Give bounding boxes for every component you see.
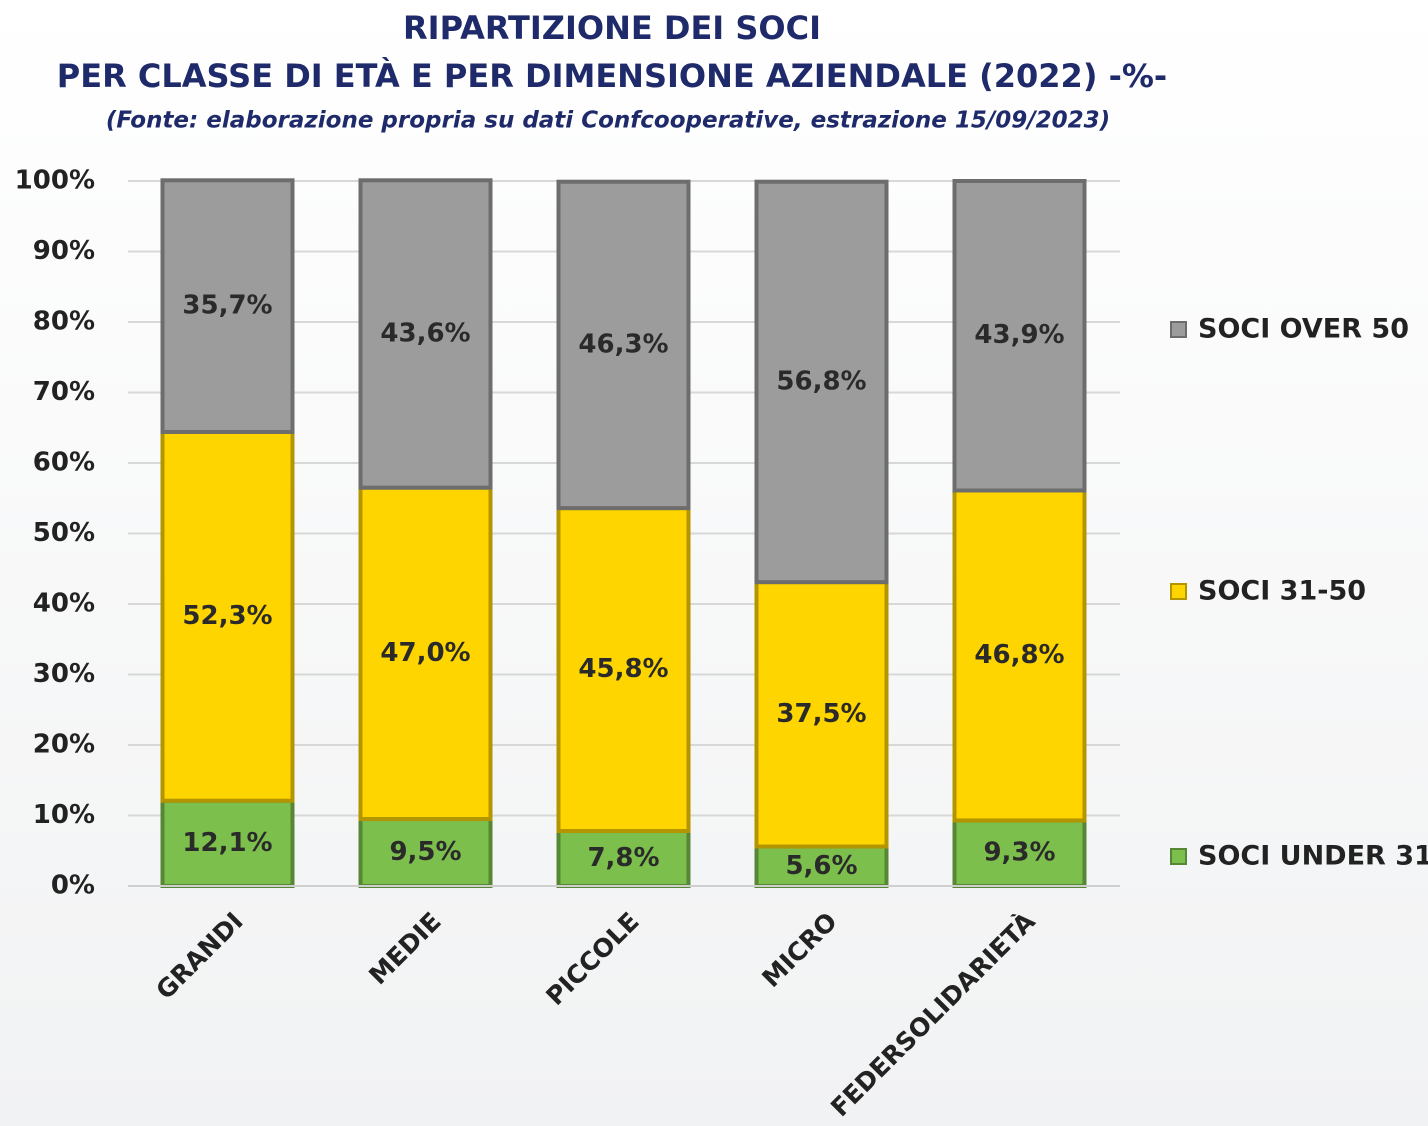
- data-label: 37,5%: [776, 699, 866, 729]
- legend-swatch: [1170, 321, 1187, 338]
- bar-segment: [358, 178, 493, 490]
- data-label: 52,3%: [182, 601, 272, 631]
- bar-segment: [754, 179, 889, 585]
- y-tick-label: 40%: [33, 589, 95, 619]
- data-label: 46,3%: [578, 329, 668, 359]
- legend-label: SOCI UNDER 31: [1198, 841, 1428, 872]
- data-label: 7,8%: [587, 843, 659, 873]
- bar-segment: [358, 817, 493, 889]
- y-tick-label: 50%: [33, 518, 95, 548]
- bar-segment: [556, 179, 691, 511]
- y-tick-label: 80%: [33, 307, 95, 337]
- y-tick-label: 0%: [51, 871, 95, 901]
- bar-segment: [160, 178, 295, 434]
- chart-title: RIPARTIZIONE DEI SOCI: [403, 9, 821, 47]
- data-label: 47,0%: [380, 638, 470, 668]
- data-label: 56,8%: [776, 366, 866, 396]
- data-label: 12,1%: [182, 828, 272, 858]
- y-tick-label: 90%: [33, 236, 95, 266]
- data-label: 43,6%: [380, 318, 470, 348]
- bar-segment: [556, 506, 691, 834]
- data-label: 46,8%: [974, 640, 1064, 670]
- legend-label: SOCI OVER 50: [1198, 314, 1409, 345]
- y-tick-label: 30%: [33, 659, 95, 689]
- y-tick-label: 20%: [33, 730, 95, 760]
- y-tick-label: 10%: [33, 800, 95, 830]
- bar-segment: [358, 485, 493, 822]
- legend-label: SOCI 31-50: [1198, 576, 1366, 607]
- data-label: 9,5%: [389, 837, 461, 867]
- bar-segment: [160, 429, 295, 803]
- legend-swatch: [1170, 848, 1187, 865]
- data-label: 9,3%: [983, 838, 1055, 868]
- data-label: 5,6%: [785, 851, 857, 881]
- y-tick-label: 70%: [33, 377, 95, 407]
- y-tick-label: 100%: [15, 166, 95, 196]
- chart-title: PER CLASSE DI ETÀ E PER DIMENSIONE AZIEN…: [57, 57, 1167, 95]
- data-label: 45,8%: [578, 654, 668, 684]
- bar-segment: [952, 179, 1087, 493]
- bar-segment: [952, 818, 1087, 888]
- bar-segment: [952, 488, 1087, 823]
- bar-segment: [556, 829, 691, 889]
- y-tick-label: 60%: [33, 448, 95, 478]
- data-label: 35,7%: [182, 291, 272, 321]
- chart-subtitle: (Fonte: elaborazione propria su dati Con…: [106, 108, 1110, 134]
- legend-swatch: [1170, 583, 1187, 600]
- data-label: 43,9%: [974, 320, 1064, 350]
